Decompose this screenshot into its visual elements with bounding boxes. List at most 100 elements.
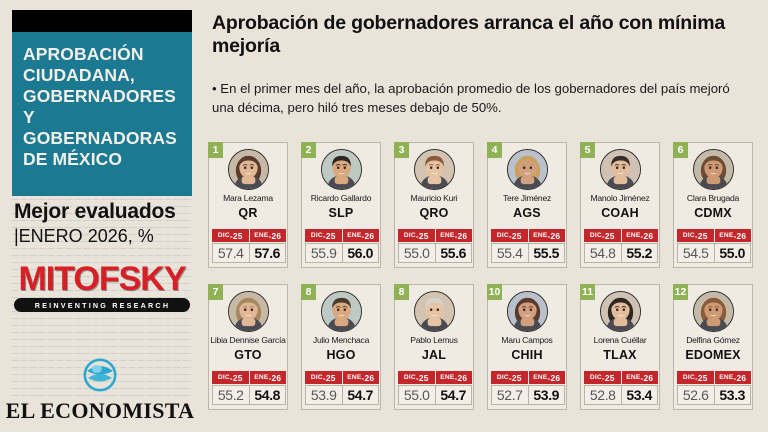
sidebar-subtitle: Mejor evaluados [14, 200, 176, 223]
month-header-band: DIC -25 ENE -26 [212, 371, 286, 384]
main-content: Aprobación de gobernadores arranca el añ… [208, 0, 768, 432]
avatar [320, 291, 362, 332]
governor-name: Delfina Gómez [686, 335, 740, 345]
governor-card[interactable]: 11 Lorena Cuéllar TLAX DIC -25 ENE -26 52.… [580, 284, 660, 410]
rank-badge: 8 [394, 284, 409, 300]
prev-month-label: DIC -25 [398, 229, 436, 242]
month-header-band: DIC -25 ENE -26 [491, 229, 565, 242]
prev-month-value: 52.8 [589, 387, 616, 403]
black-top-bar [12, 10, 192, 32]
governor-name: Clara Brugada [686, 193, 740, 203]
current-month-label: ENE -26 [254, 230, 282, 241]
month-header-band: DIC -25 ENE -26 [584, 371, 658, 384]
month-header-band: DIC -25 ENE -26 [398, 229, 472, 242]
rank-badge: 7 [208, 284, 223, 300]
approval-values: 52.7 53.9 [491, 385, 565, 405]
governor-card[interactable]: 12 Delfina Gómez EDOMEX DIC -25 ENE -26 52… [673, 284, 753, 410]
el-economista-name: EL ECONOMISTA [5, 398, 195, 423]
wave-texture-decoration [12, 196, 192, 396]
avatar [506, 149, 548, 190]
approval-values: 52.6 53.3 [677, 385, 751, 405]
approval-values: 54.8 55.2 [584, 243, 658, 263]
current-month-label: ENE -26 [626, 372, 654, 383]
avatar [413, 149, 455, 190]
mitofsky-wordmark: MITOFSKY [18, 260, 186, 298]
sidebar: APROBACIÓN CIUDADANA, GOBERNADORES Y GOB… [0, 0, 200, 432]
governor-card[interactable]: 4 Tere Jiménez AGS DIC -25 ENE -26 55.4 55… [487, 142, 567, 268]
avatar [227, 149, 269, 190]
current-month-label: ENE -26 [533, 372, 561, 383]
prev-month-label: DIC -25 [677, 229, 715, 242]
state-code: CHIH [511, 348, 543, 363]
state-code: GTO [234, 348, 262, 363]
sidebar-title: APROBACIÓN CIUDADANA, GOBERNADORES Y GOB… [23, 44, 177, 169]
avatar [692, 291, 734, 332]
governor-card[interactable]: 8 Pablo Lemus JAL DIC -25 ENE -26 55.0 54.… [394, 284, 474, 410]
prev-month-value: 55.9 [310, 245, 337, 261]
approval-values: 55.4 55.5 [491, 243, 565, 263]
governor-card[interactable]: 3 Mauricio Kuri QRO DIC -25 ENE -26 55.0 5… [394, 142, 474, 268]
rank-badge: 4 [487, 142, 502, 158]
rank-badge: 5 [580, 142, 595, 158]
prev-month-label: DIC -25 [212, 371, 250, 384]
prev-month-value: 54.8 [589, 245, 616, 261]
governor-name: Pablo Lemus [410, 335, 458, 345]
state-code: HGO [326, 348, 356, 363]
current-month-label: ENE -26 [719, 230, 747, 241]
prev-month-label: DIC -25 [584, 371, 622, 384]
governor-card[interactable]: 6 Clara Brugada CDMX DIC -25 ENE -26 54.5 … [673, 142, 753, 268]
current-month-value: 55.2 [620, 244, 658, 262]
card-row-2: 7 Libia Dennise García GTO DIC -25 ENE -26… [208, 284, 768, 410]
sidebar-period: |ENERO 2026, % [14, 226, 154, 246]
prev-month-label: DIC -25 [305, 371, 343, 384]
month-header-band: DIC -25 ENE -26 [677, 229, 751, 242]
governor-card[interactable]: 2 Ricardo Gallardo SLP DIC -25 ENE -26 55.… [301, 142, 381, 268]
teal-title-box: APROBACIÓN CIUDADANA, GOBERNADORES Y GOB… [12, 32, 192, 196]
state-code: CDMX [694, 206, 732, 221]
prev-month-label: DIC -25 [491, 229, 529, 242]
governor-card[interactable]: 1 Mara Lezama QR DIC -25 ENE -26 57.4 57.6 [208, 142, 288, 268]
month-header-band: DIC -25 ENE -26 [398, 371, 472, 384]
state-code: EDOMEX [685, 348, 741, 363]
current-month-label: ENE -26 [254, 372, 282, 383]
current-month-value: 54.7 [341, 386, 379, 404]
prev-month-value: 55.0 [403, 245, 430, 261]
rank-badge: 8 [301, 284, 316, 300]
current-month-label: ENE -26 [533, 230, 561, 241]
month-header-band: DIC -25 ENE -26 [305, 371, 379, 384]
approval-values: 55.0 55.6 [398, 243, 472, 263]
prev-month-value: 55.4 [496, 245, 523, 261]
governor-name: Ricardo Gallardo [310, 193, 372, 203]
prev-month-label: DIC -25 [398, 371, 436, 384]
avatar [692, 149, 734, 190]
current-month-value: 57.6 [248, 244, 286, 262]
prev-month-label: DIC -25 [584, 229, 622, 242]
governor-card[interactable]: 7 Libia Dennise García GTO DIC -25 ENE -26… [208, 284, 288, 410]
current-month-label: ENE -26 [626, 230, 654, 241]
approval-values: 54.5 55.0 [677, 243, 751, 263]
current-month-value: 53.4 [620, 386, 658, 404]
current-month-value: 55.0 [713, 244, 751, 262]
governor-name: Julio Menchaca [312, 335, 370, 345]
prev-month-label: DIC -25 [305, 229, 343, 242]
current-month-value: 54.7 [434, 386, 472, 404]
prev-month-value: 53.9 [310, 387, 337, 403]
state-code: SLP [328, 206, 354, 221]
avatar [320, 149, 362, 190]
prev-month-label: DIC -25 [677, 371, 715, 384]
current-month-label: ENE -26 [347, 230, 375, 241]
standfirst-text: • En el primer mes del año, la aprobació… [212, 81, 730, 115]
approval-values: 55.9 56.0 [305, 243, 379, 263]
rank-badge: 6 [673, 142, 688, 158]
governor-card[interactable]: 5 Manolo Jiménez COAH DIC -25 ENE -26 54.8… [580, 142, 660, 268]
state-code: COAH [601, 206, 639, 221]
avatar [599, 291, 641, 332]
approval-values: 55.2 54.8 [212, 385, 286, 405]
rank-badge: 12 [673, 284, 688, 300]
rank-badge: 10 [487, 284, 502, 300]
governor-card[interactable]: 10 Maru Campos CHIH DIC -25 ENE -26 52.7 5… [487, 284, 567, 410]
prev-month-value: 52.6 [682, 387, 709, 403]
prev-month-value: 55.0 [403, 387, 430, 403]
rank-badge: 1 [208, 142, 223, 158]
governor-card[interactable]: 8 Julio Menchaca HGO DIC -25 ENE -26 53.9 … [301, 284, 381, 410]
